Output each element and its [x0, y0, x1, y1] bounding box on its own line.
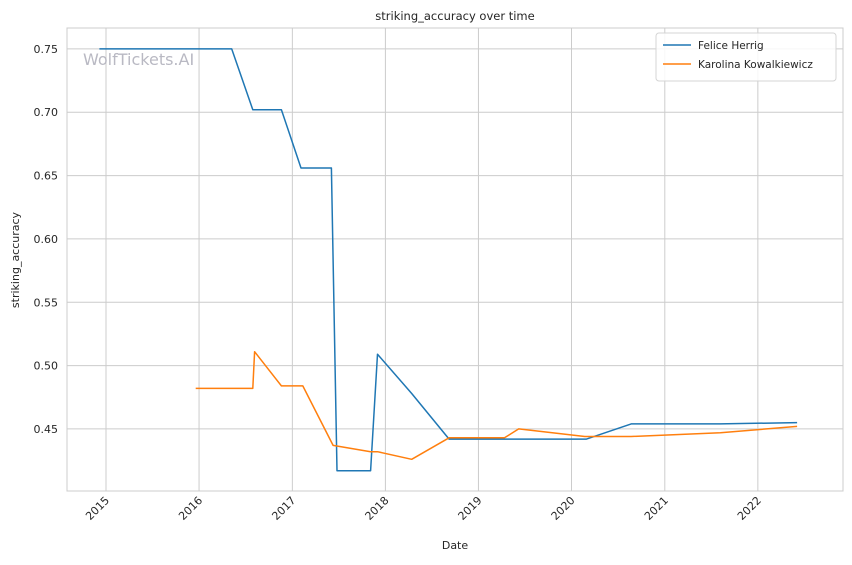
x-tick-label: 2016: [176, 494, 205, 523]
watermark: WolfTickets.AI: [83, 50, 194, 69]
x-tick-label: 2019: [456, 494, 485, 523]
y-tick-label: 0.45: [34, 423, 59, 436]
y-tick-label: 0.70: [34, 106, 59, 119]
x-tick-label: 2017: [269, 494, 298, 523]
y-tick-label: 0.55: [34, 296, 59, 309]
y-tick-label: 0.50: [34, 360, 59, 373]
plot-area: [66, 27, 844, 492]
x-tick-label: 2015: [83, 494, 112, 523]
x-tick-label: 2022: [735, 494, 764, 523]
x-tick-label: 2021: [642, 494, 671, 523]
legend-label-felice-herrig: Felice Herrig: [698, 40, 764, 52]
x-tick-label: 2020: [549, 494, 578, 523]
series-layer: [99, 48, 798, 472]
chart-title: striking_accuracy over time: [375, 9, 534, 23]
x-axis-ticks: 2015 2016 2017 2018 2019 2020 2021 2022: [83, 494, 764, 523]
legend: Felice Herrig Karolina Kowalkiewicz: [655, 32, 837, 82]
grid: [67, 28, 843, 491]
x-tick-label: 2018: [363, 494, 392, 523]
y-axis-ticks: 0.45 0.50 0.55 0.60 0.65 0.70 0.75: [34, 43, 59, 436]
legend-box: [655, 32, 837, 82]
y-tick-label: 0.75: [34, 43, 59, 56]
x-axis-title: Date: [442, 539, 469, 552]
y-tick-label: 0.65: [34, 170, 59, 183]
series-line-karolina-kowalkiewicz: [195, 350, 798, 461]
y-tick-label: 0.60: [34, 233, 59, 246]
series-line-felice-herrig: [99, 48, 798, 472]
y-axis-title: striking_accuracy: [9, 211, 22, 308]
legend-label-karolina-kowalkiewicz: Karolina Kowalkiewicz: [698, 59, 813, 71]
